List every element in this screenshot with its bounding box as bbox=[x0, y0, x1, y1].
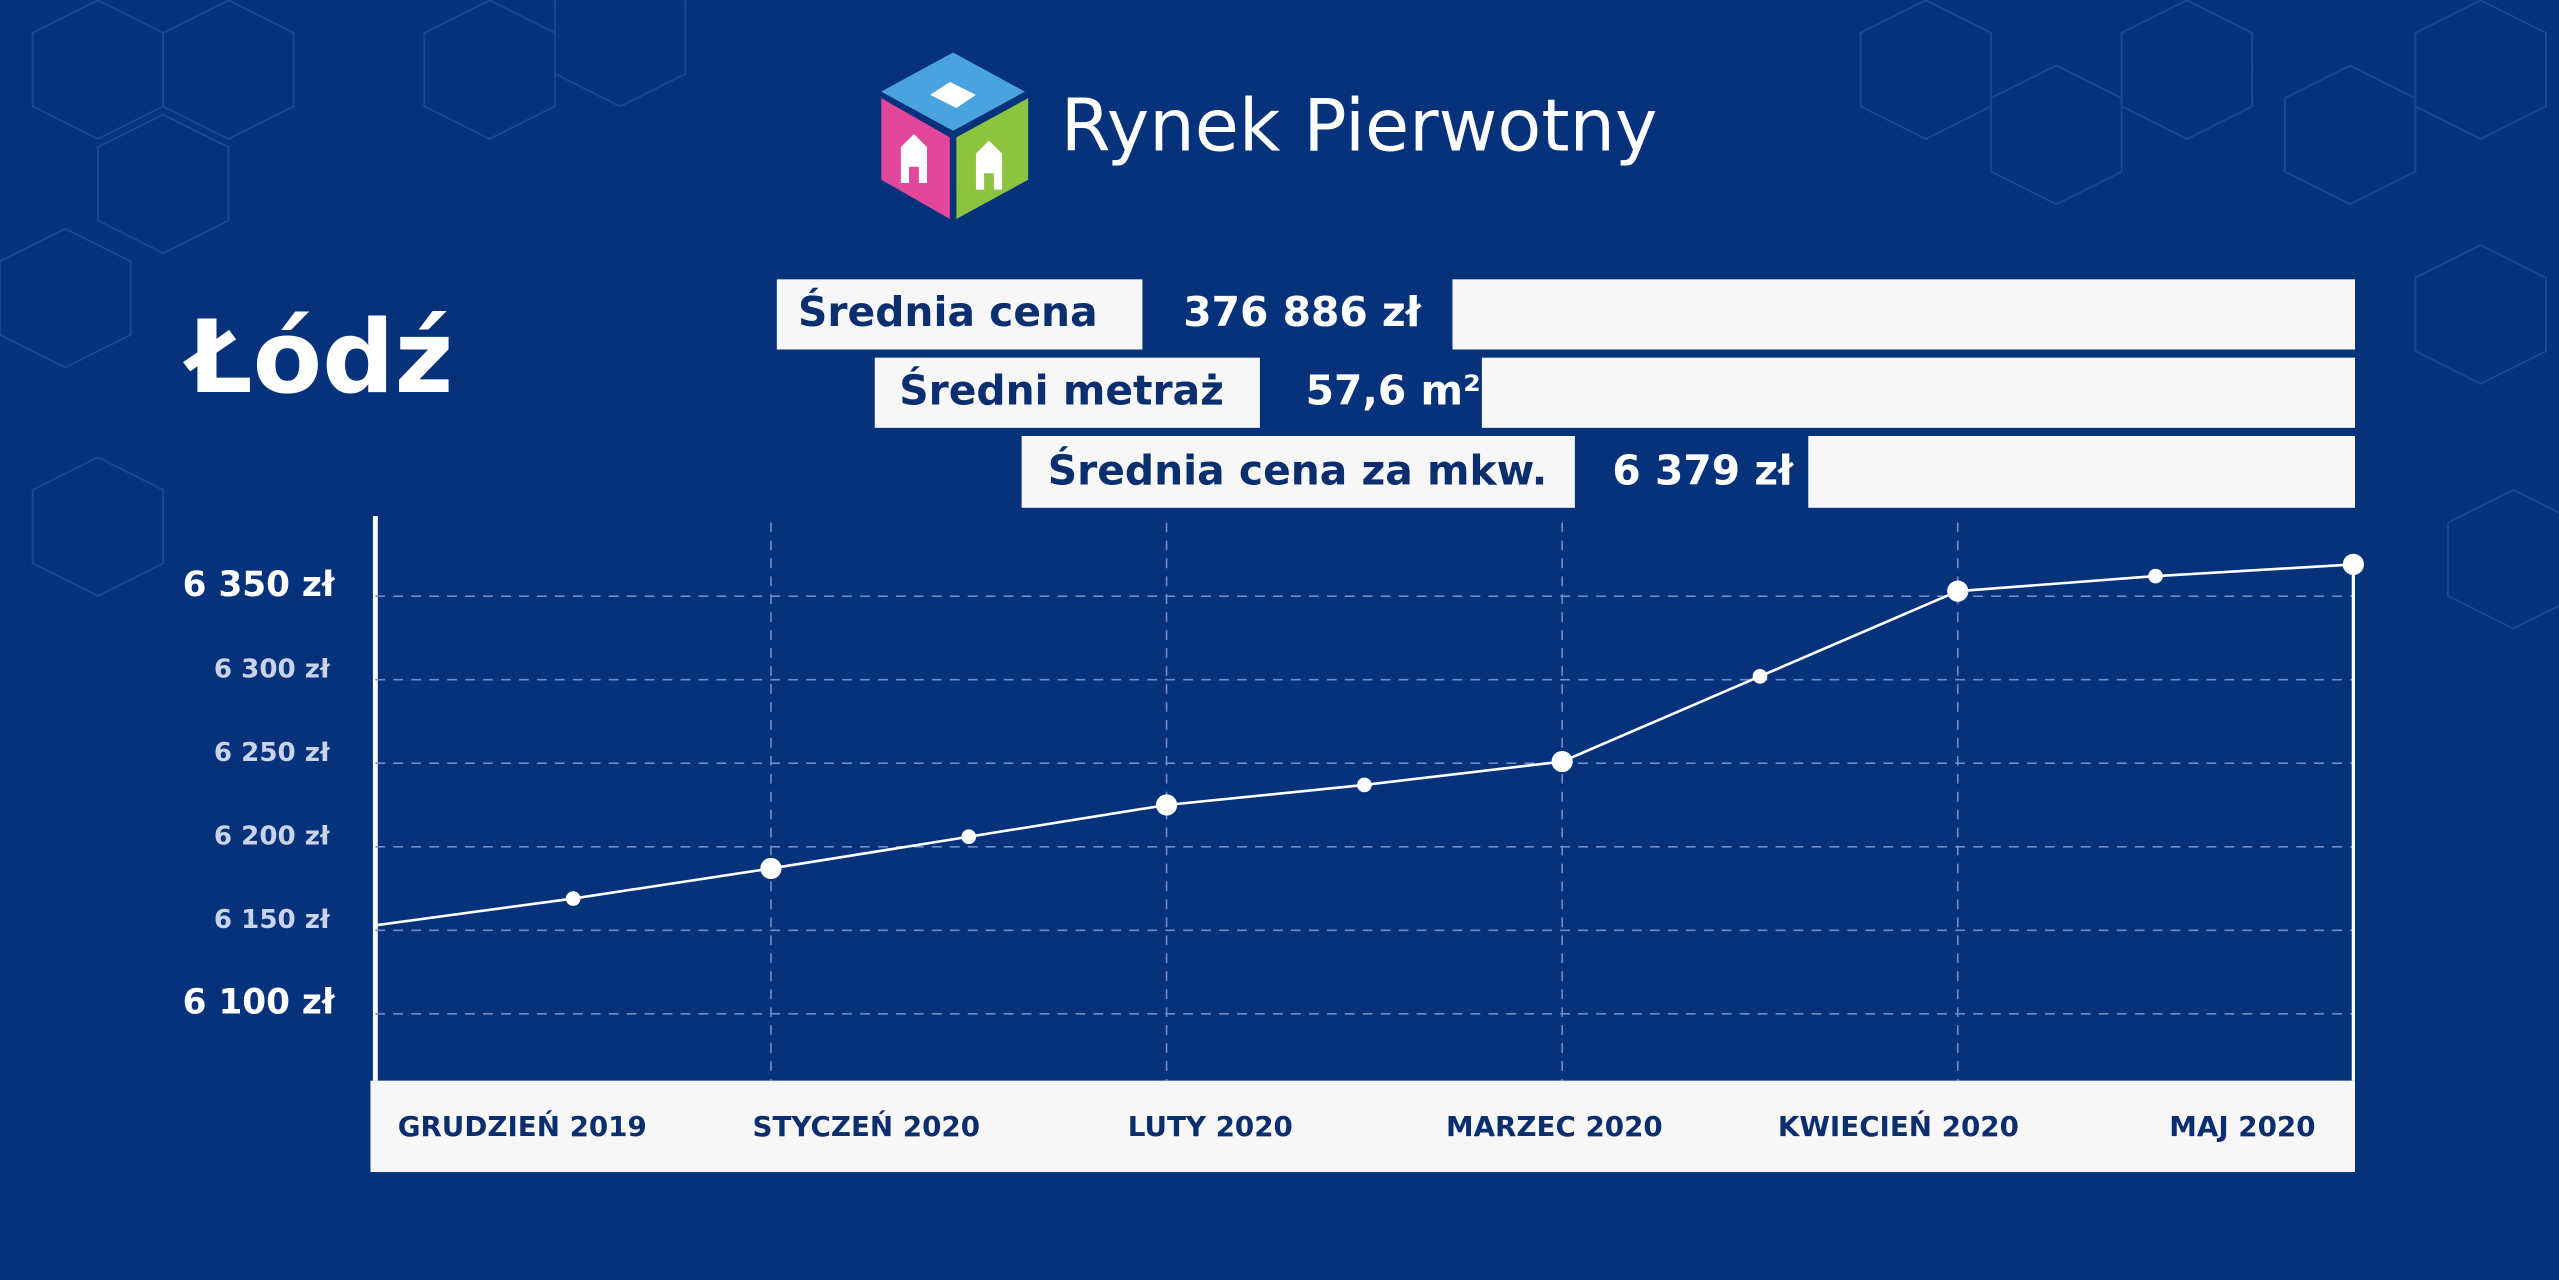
point bbox=[565, 891, 581, 906]
city-title: Łódź bbox=[183, 298, 454, 416]
stat-label: Średni metraż bbox=[899, 367, 1224, 415]
y-tick-label: 6 250 zł bbox=[214, 738, 331, 768]
stat-label-box bbox=[1021, 435, 1575, 508]
stat-bar bbox=[1808, 435, 2355, 508]
logo-text: Rynek Pierwotny bbox=[1061, 83, 1658, 167]
point bbox=[2148, 568, 2163, 584]
x-tick-label: MARZEC 2020 bbox=[1446, 1110, 1663, 1143]
point bbox=[1947, 580, 1969, 602]
plot: 6 100 zł 6 150 zł 6 200 zł 6 250 zł 6 300 zł… bbox=[183, 522, 2364, 1143]
x-tick-label: MAJ 2020 bbox=[2169, 1110, 2315, 1143]
point bbox=[1357, 777, 1372, 793]
y-tick-label: 6 100 zł bbox=[183, 983, 336, 1023]
point bbox=[1752, 669, 1768, 684]
y-tick-label: 6 200 zł bbox=[214, 821, 331, 851]
x-tick-label: GRUDZIEŃ 2019 bbox=[398, 1109, 647, 1143]
x-tick-label: STYCZEŃ 2020 bbox=[753, 1109, 980, 1143]
point bbox=[760, 857, 782, 880]
y-tick-label: 6 300 zł bbox=[214, 654, 331, 684]
stat-bar bbox=[1481, 357, 2355, 428]
hex-pattern bbox=[0, 0, 2559, 630]
stat-bar bbox=[1452, 279, 2355, 350]
y-tick-label: 6 350 zł bbox=[183, 565, 336, 605]
point bbox=[2342, 553, 2364, 576]
x-tick-label: LUTY 2020 bbox=[1128, 1110, 1293, 1143]
stat-value: 376 886 zł bbox=[1183, 288, 1421, 336]
stat-value: 6 379 zł bbox=[1612, 447, 1794, 495]
point bbox=[1155, 794, 1178, 816]
stat-label-box bbox=[776, 279, 1143, 350]
stat-value: 57,6 m² bbox=[1306, 367, 1481, 415]
stat-label: Średnia cena za mkw. bbox=[1048, 447, 1547, 495]
x-axis-strip bbox=[370, 1080, 2355, 1173]
stats: Średnia cena 376 886 zł Średni metraż 57… bbox=[776, 279, 2355, 508]
point bbox=[961, 829, 977, 845]
x-tick-label: KWIECIEŃ 2020 bbox=[1778, 1109, 2019, 1143]
stat-label: Średnia cena bbox=[798, 288, 1098, 336]
stat-label-box bbox=[874, 357, 1260, 428]
y-tick-label: 6 150 zł bbox=[214, 905, 331, 935]
point bbox=[1551, 750, 1573, 773]
